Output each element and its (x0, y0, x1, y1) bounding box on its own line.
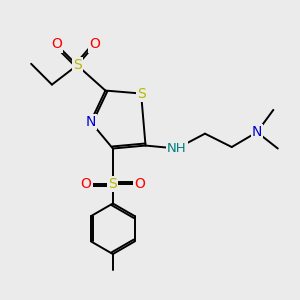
Text: O: O (51, 38, 62, 52)
Text: O: O (81, 177, 92, 191)
Text: NH: NH (167, 142, 187, 155)
Text: S: S (73, 58, 82, 72)
Text: N: N (85, 115, 96, 129)
Text: O: O (90, 38, 101, 52)
Text: O: O (134, 177, 145, 191)
Text: S: S (109, 177, 117, 191)
Text: N: N (252, 125, 262, 139)
Text: S: S (137, 86, 146, 100)
